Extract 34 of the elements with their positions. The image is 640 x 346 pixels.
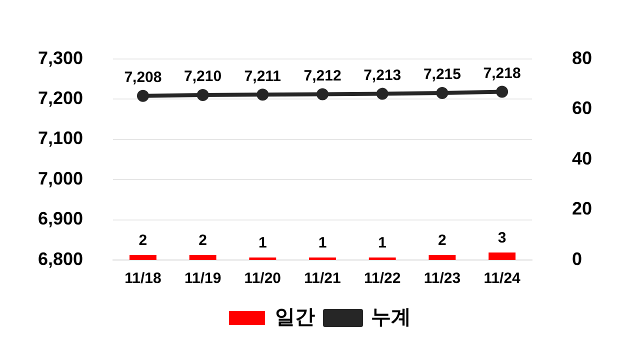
y2-tick-label: 60 [572, 98, 592, 118]
x-tick-label: 11/22 [364, 270, 401, 288]
legend-label: 누계 [371, 306, 411, 329]
data-label: 2 [198, 232, 207, 250]
y2-tick-label: 20 [572, 198, 592, 219]
x-tick-label: 11/23 [424, 270, 461, 288]
data-label: 1 [318, 234, 327, 252]
x-tick-label: 11/24 [484, 270, 522, 288]
y-tick-label: 7,200 [38, 88, 84, 108]
y-tick-label: 7,100 [38, 128, 84, 148]
x-tick-label: 11/20 [244, 270, 282, 288]
y-tick-label: 7,300 [38, 48, 84, 68]
data-label: 7,213 [364, 66, 402, 84]
y2-tick-label: 0 [572, 248, 582, 269]
data-label: 7,215 [423, 66, 461, 84]
x-tick-label: 11/19 [184, 270, 222, 288]
y2-tick-label: 40 [572, 148, 592, 168]
legend-label: 일간 [275, 306, 315, 329]
data-label: 7,212 [304, 67, 342, 84]
x-tick-label: 11/21 [304, 270, 341, 288]
data-label: 3 [498, 230, 506, 247]
data-label: 2 [438, 232, 446, 250]
data-label: 7,208 [124, 68, 162, 86]
y-tick-label: 6,800 [38, 248, 84, 269]
y-tick-label: 6,900 [38, 208, 84, 229]
y-tick-label: 7,000 [38, 168, 84, 188]
data-label: 7,210 [184, 68, 222, 86]
y2-tick-label: 80 [572, 48, 592, 68]
x-tick-label: 11/18 [124, 270, 162, 288]
data-label: 7,211 [244, 68, 282, 85]
data-label: 2 [138, 232, 148, 250]
data-label: 1 [378, 234, 387, 252]
data-label: 1 [258, 234, 267, 252]
data-label: 7,218 [483, 64, 521, 82]
